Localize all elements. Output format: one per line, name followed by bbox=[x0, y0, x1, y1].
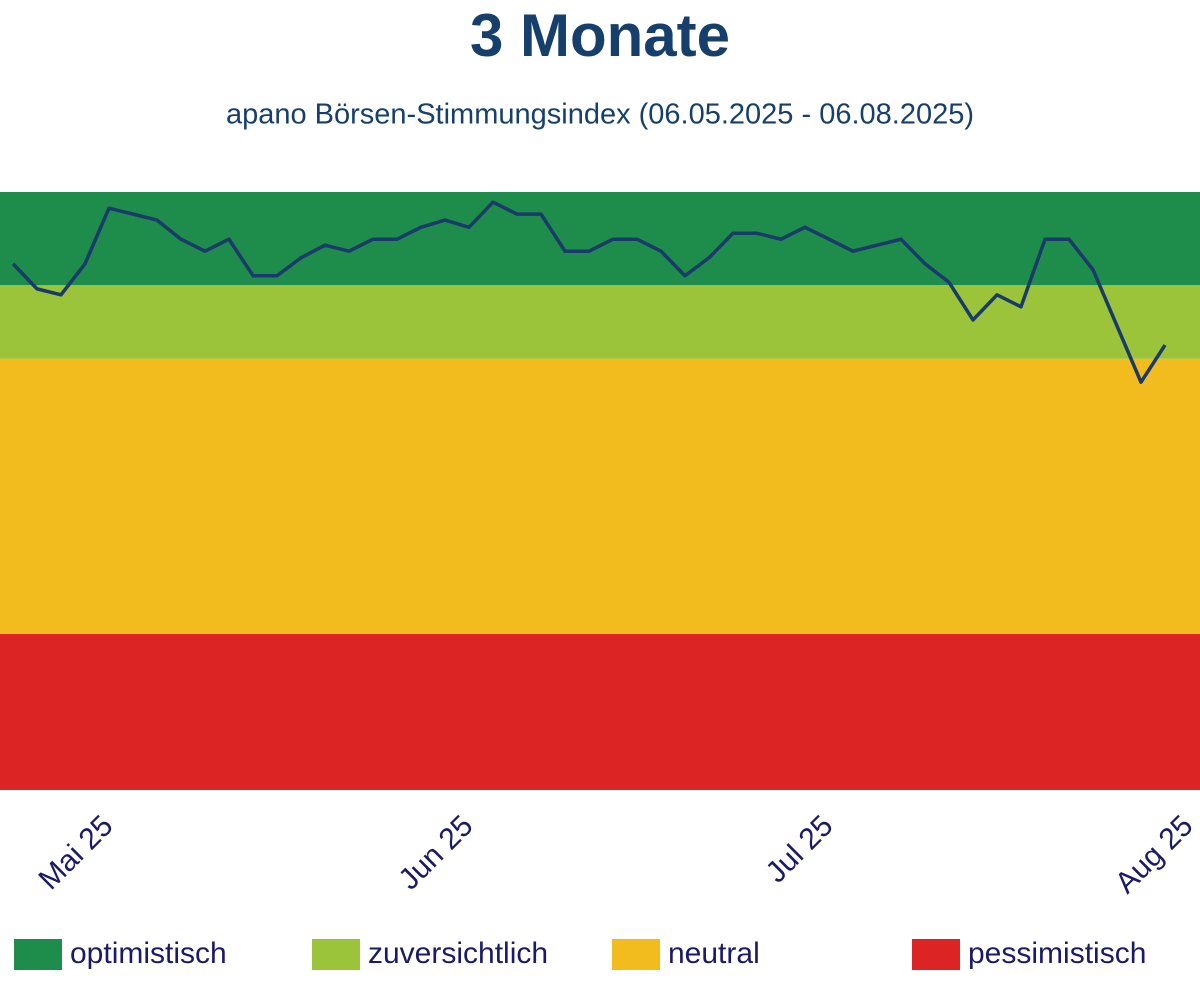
x-tick-label: Aug 25 bbox=[1109, 809, 1200, 900]
legend-label: zuversichtlich bbox=[368, 937, 548, 970]
band bbox=[0, 192, 1200, 286]
legend-label: optimistisch bbox=[70, 937, 227, 970]
legend-label: pessimistisch bbox=[968, 937, 1146, 970]
band bbox=[0, 633, 1200, 790]
chart-title: 3 Monate bbox=[470, 2, 730, 69]
legend-swatch bbox=[612, 939, 660, 970]
x-tick-label: Jul 25 bbox=[760, 809, 840, 889]
legend-swatch bbox=[312, 939, 360, 970]
chart-subtitle: apano Börsen-Stimmungsindex (06.05.2025 … bbox=[226, 99, 974, 131]
data-line bbox=[11, 200, 1167, 384]
legend-swatch bbox=[14, 939, 62, 970]
band bbox=[0, 358, 1200, 634]
x-tick-label: Jun 25 bbox=[393, 809, 480, 896]
x-tick-label: Mai 25 bbox=[33, 809, 120, 896]
band bbox=[0, 285, 1200, 359]
legend-label: neutral bbox=[668, 937, 760, 970]
legend-swatch bbox=[912, 939, 960, 970]
